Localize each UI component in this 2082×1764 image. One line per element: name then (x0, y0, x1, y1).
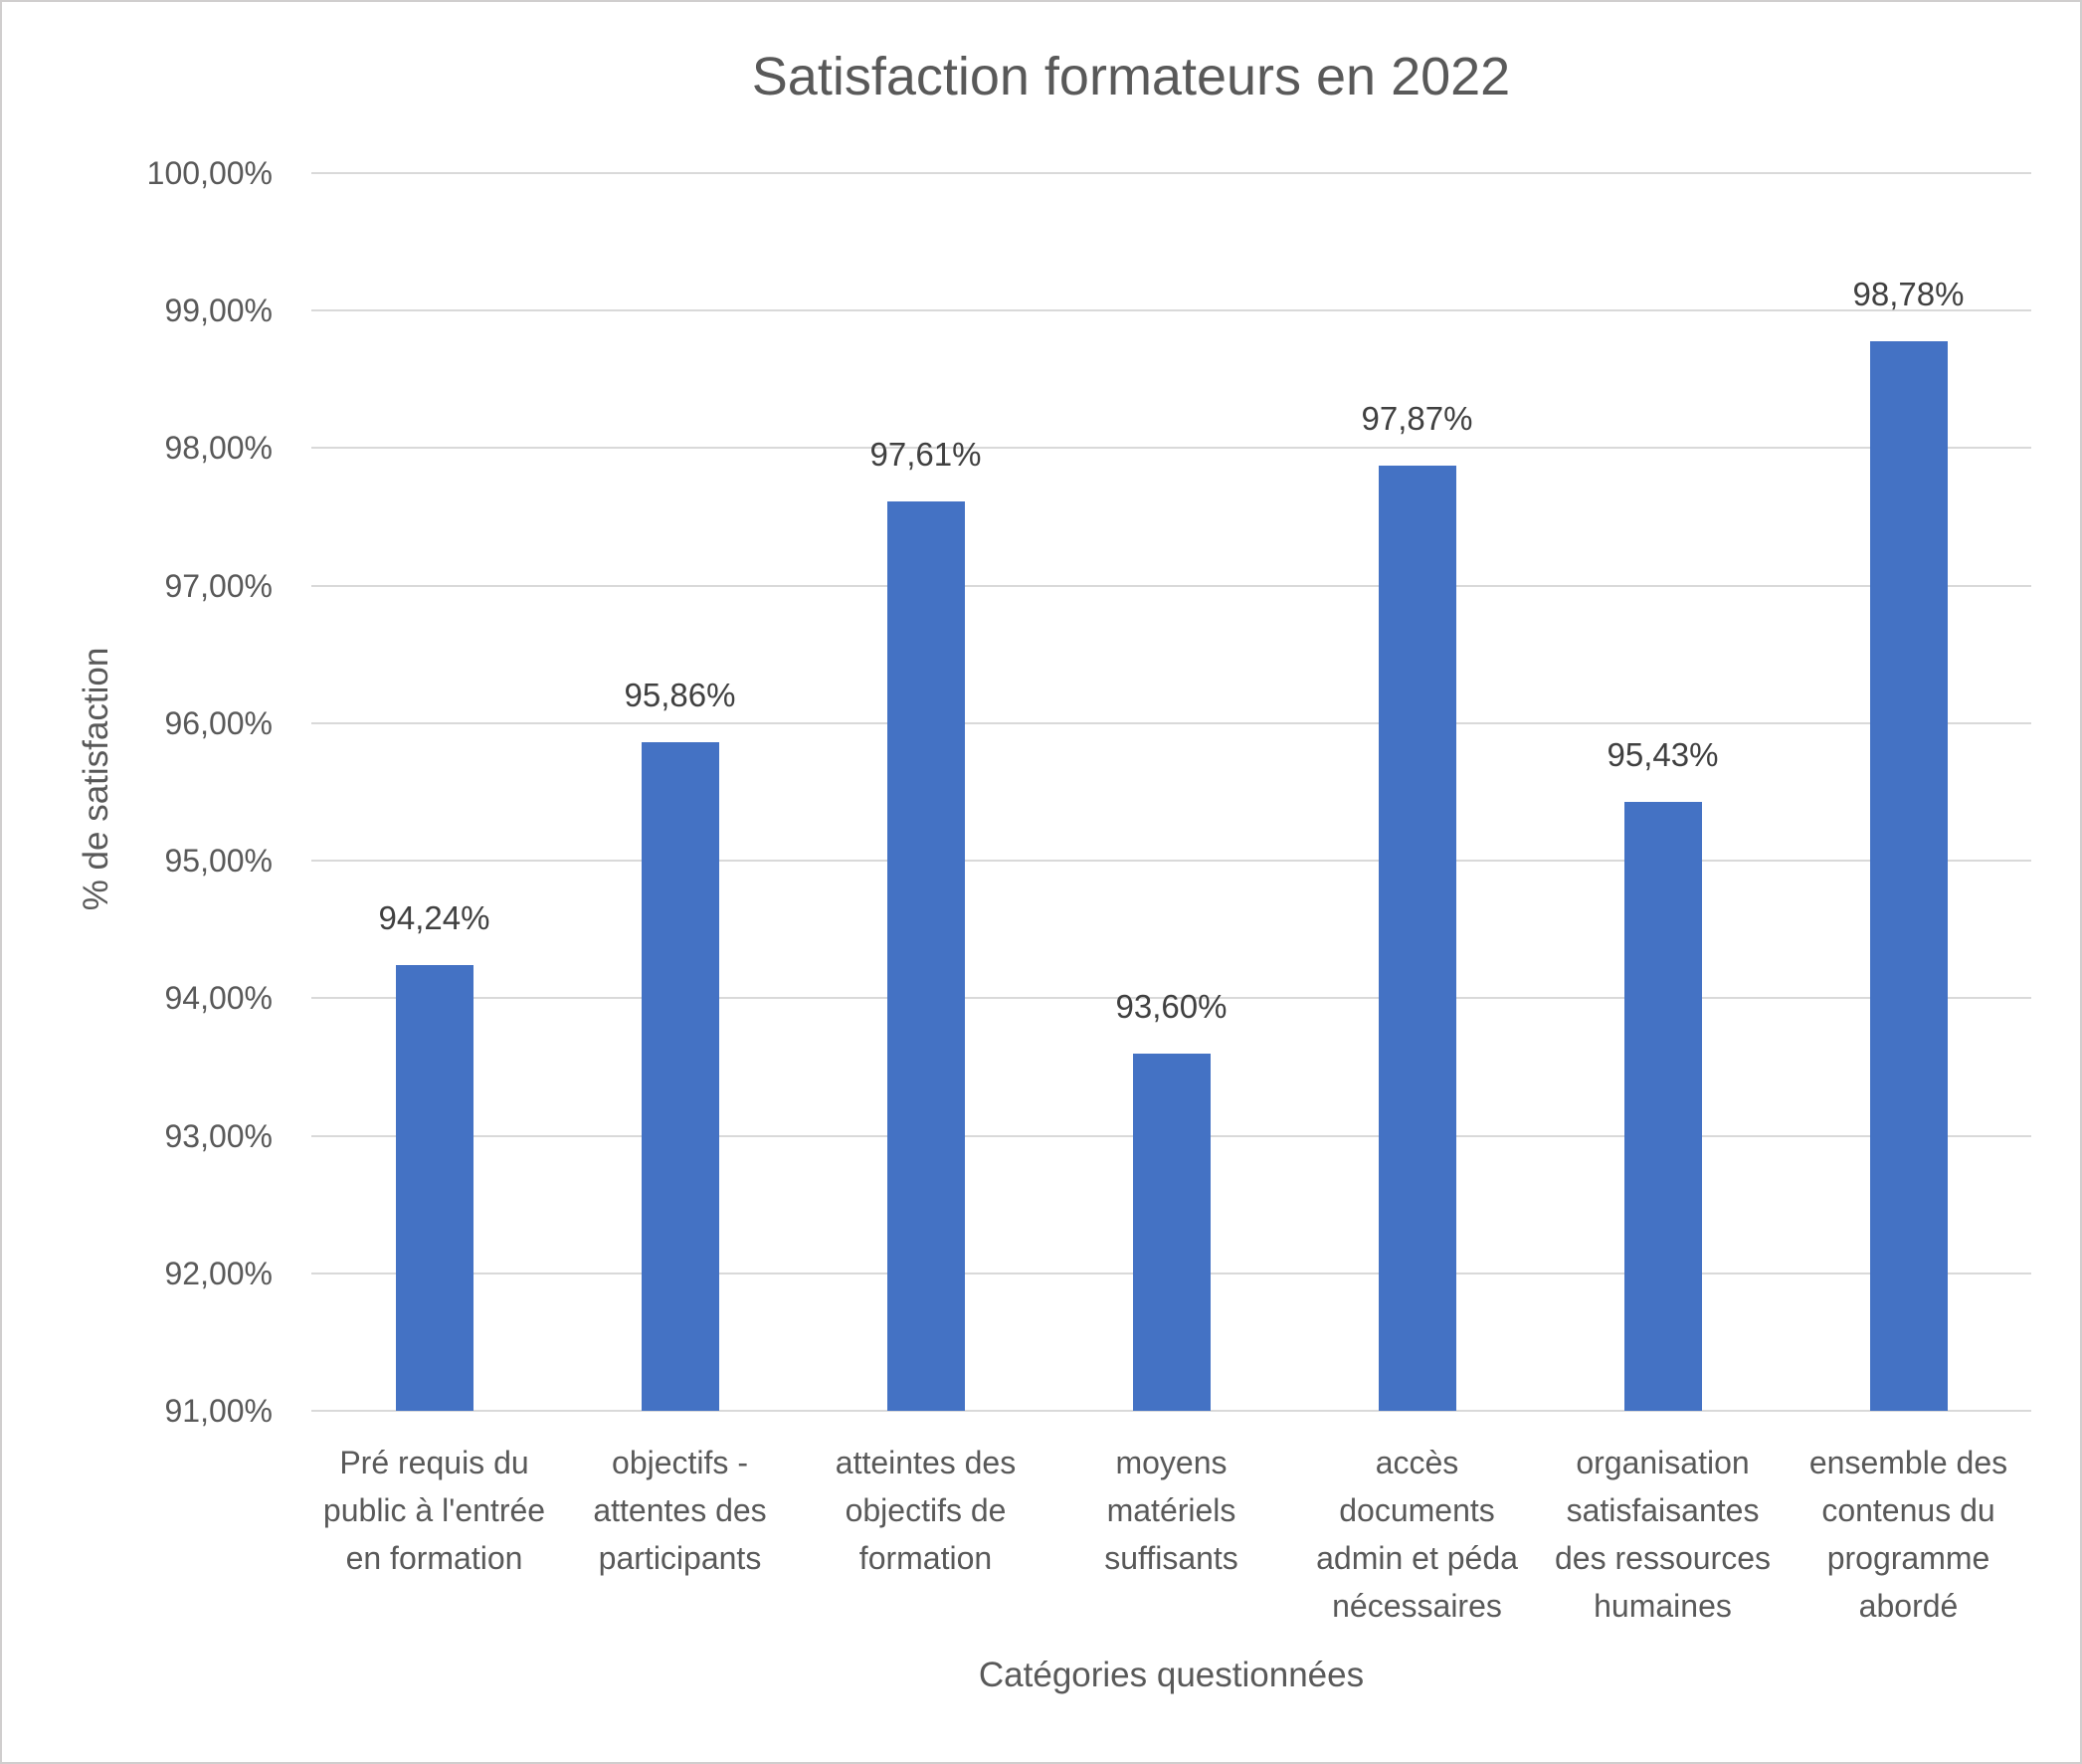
x-category-label: accès documents admin et péda nécessaire… (1316, 1445, 1518, 1624)
bar-value-label: 97,87% (1361, 400, 1473, 438)
x-category-label: ensemble des contenus du programme abord… (1808, 1445, 2008, 1624)
bar (886, 501, 965, 1411)
bar (641, 742, 719, 1411)
gridline (311, 997, 2031, 1000)
bar-value-label: 97,61% (869, 436, 982, 474)
y-axis-tick-label: 92,00% (164, 1255, 273, 1291)
x-category-label: moyens matériels suffisants (1104, 1445, 1238, 1576)
x-category-label: atteintes des objectifs de formation (835, 1445, 1017, 1576)
gridline (311, 309, 2031, 312)
y-axis-tick-label: 99,00% (164, 293, 273, 329)
gridline (311, 860, 2031, 863)
x-category-label: objectifs - attentes des participants (593, 1445, 767, 1576)
bar-value-label: 93,60% (1115, 987, 1228, 1025)
bar (1869, 340, 1948, 1411)
x-category-label: organisation satisfaisantes des ressourc… (1555, 1445, 1771, 1624)
bar-value-label: 95,43% (1607, 735, 1719, 773)
gridline (311, 584, 2031, 587)
x-category-label: Pré requis du public à l'entrée en forma… (322, 1445, 546, 1576)
bar (1132, 1053, 1211, 1411)
bar-value-label: 98,78% (1852, 275, 1965, 312)
y-axis-tick-label: 97,00% (164, 567, 273, 604)
bar (1378, 466, 1456, 1411)
x-axis-category-labels: Pré requis du public à l'entrée en forma… (311, 1439, 2031, 1630)
x-axis-title: Catégories questionnées (978, 1656, 1365, 1694)
y-axis-tick-label: 100,00% (146, 155, 273, 191)
bar-value-label: 95,86% (624, 677, 736, 714)
y-axis-tick-label: 96,00% (164, 704, 273, 741)
gridline (311, 172, 2031, 174)
bar (395, 965, 473, 1411)
gridline (311, 447, 2031, 450)
y-axis-tick-label: 93,00% (164, 1117, 273, 1154)
y-axis-tick-label: 95,00% (164, 843, 273, 880)
bar (1623, 801, 1702, 1411)
bar-value-label: 94,24% (378, 899, 490, 937)
gridline (311, 721, 2031, 724)
plot-area: 94,24% 95,86% 97,61% 93,60% 97,87% 95,43% 98,7… (311, 172, 2031, 1412)
gridline (311, 1410, 2031, 1412)
y-axis-tick-label: 94,00% (164, 980, 273, 1017)
chart-title: Satisfaction formateurs en 2022 (751, 47, 1511, 106)
y-axis-tick-label: 91,00% (164, 1393, 273, 1429)
y-axis-tick-label: 98,00% (164, 430, 273, 467)
